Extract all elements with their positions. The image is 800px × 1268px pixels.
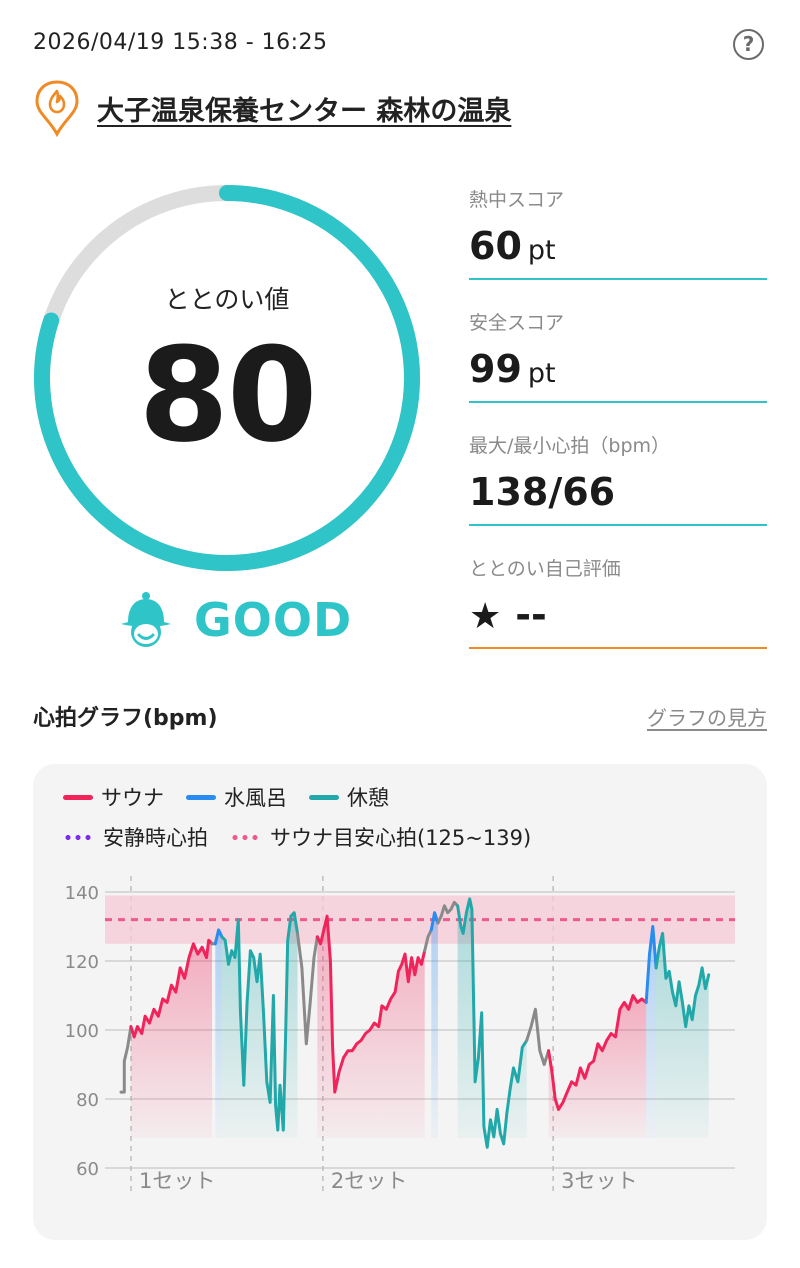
segment-line-sauna <box>315 914 427 1094</box>
session-datetime: 2026/04/19 15:38 - 16:25 <box>33 30 328 55</box>
sauna-hat-face-icon <box>121 592 171 647</box>
y-tick-label: 100 <box>65 1021 99 1042</box>
segment-line-transition <box>525 1007 551 1066</box>
legend-cold-swatch <box>186 794 216 800</box>
safety-score-number: 99 <box>469 347 522 391</box>
legend-cold-label: 水風呂 <box>224 786 287 810</box>
legend-target-swatch <box>230 834 260 840</box>
y-tick-label: 60 <box>76 1159 99 1180</box>
segment-fill-sauna <box>317 916 425 1138</box>
heart-rate-value: 138/66 <box>469 470 616 514</box>
self-eval-score: -- <box>515 593 547 637</box>
segment-line-cold <box>429 911 440 932</box>
self-evaluation[interactable]: ととのい自己評価 ★ -- <box>469 554 767 649</box>
set-label: 1セット <box>139 1169 215 1193</box>
self-eval-label: ととのい自己評価 <box>469 558 621 580</box>
segment-line-rest <box>220 911 299 1132</box>
legend-target-hr: サウナ目安心拍(125~139) <box>230 822 531 852</box>
legend-rest: 休憩 <box>309 782 389 812</box>
rating-text: GOOD <box>194 593 353 647</box>
segment-fill-rest <box>457 898 527 1148</box>
segment-line-cold <box>644 925 658 1004</box>
segment-line-rest <box>654 931 711 1029</box>
legend-row-1: サウナ 水風呂 休憩 <box>63 782 411 812</box>
segment-line-sauna <box>547 994 648 1111</box>
facility-link[interactable]: 大子温泉保養センター 森林の温泉 <box>33 78 511 138</box>
totonoi-gauge <box>34 185 420 571</box>
legend-cold-bath: 水風呂 <box>186 782 287 812</box>
segment-line-rest <box>456 897 529 1149</box>
graph-title: 心拍グラフ(bpm) <box>33 706 218 731</box>
legend-row-2: 安静時心拍 サウナ目安心拍(125~139) <box>63 822 553 852</box>
segment-fill-cold <box>215 929 222 1138</box>
heart-rate-range: 最大/最小心拍（bpm） 138/66 <box>469 431 767 526</box>
y-tick-label: 120 <box>65 952 99 973</box>
heat-score-number: 60 <box>469 224 522 268</box>
segment-line-transition <box>436 900 460 925</box>
safety-score: 安全スコア 99 pt <box>469 308 767 403</box>
legend-sauna: サウナ <box>63 782 164 812</box>
heart-rate-label: 最大/最小心拍（bpm） <box>469 435 671 457</box>
gauge-progress <box>34 185 420 571</box>
heat-score-unit: pt <box>527 235 556 266</box>
segment-fill-cold <box>431 912 438 1138</box>
heart-rate-chart: 140 120 100 80 60 1セット 2セット 3セット <box>65 876 735 1194</box>
segment-fill-sauna <box>130 940 212 1138</box>
safety-score-unit: pt <box>527 358 556 389</box>
segment-line-transition <box>119 1025 133 1094</box>
segment-line-transition <box>423 928 433 953</box>
legend-resting-label: 安静時心拍 <box>103 826 208 850</box>
help-icon[interactable]: ? <box>733 29 764 60</box>
gauge-value: 80 <box>138 319 318 471</box>
legend-resting-hr: 安静時心拍 <box>63 822 208 852</box>
rating: GOOD <box>118 590 352 650</box>
location-pin-onsen-icon <box>35 80 79 137</box>
graph-help-link[interactable]: グラフの見方 <box>647 706 767 730</box>
segment-fill-rest <box>656 933 709 1138</box>
heat-score-label: 熱中スコア <box>469 189 565 211</box>
legend-resting-swatch <box>63 834 93 840</box>
self-eval-value[interactable]: ★ -- <box>469 585 767 647</box>
heat-score: 熱中スコア 60 pt <box>469 185 767 280</box>
legend-sauna-label: サウナ <box>101 786 164 810</box>
set-label: 2セット <box>331 1169 407 1193</box>
legend-target-label: サウナ目安心拍(125~139) <box>270 826 532 850</box>
gauge-label: ととのい値 <box>164 285 290 314</box>
segment-fill-rest <box>221 912 298 1138</box>
legend-rest-swatch <box>309 794 339 800</box>
y-tick-label: 140 <box>65 883 99 904</box>
segment-line-transition <box>296 931 319 1046</box>
facility-name[interactable]: 大子温泉保養センター 森林の温泉 <box>97 95 512 127</box>
segment-fill-sauna <box>548 995 647 1138</box>
heat-score-value: 60 pt <box>469 216 767 278</box>
y-tick-label: 80 <box>76 1090 99 1111</box>
safety-score-label: 安全スコア <box>469 312 565 334</box>
safety-score-value: 99 pt <box>469 339 767 401</box>
set-label: 3セット <box>561 1169 637 1193</box>
segment-line-cold <box>213 928 224 946</box>
segment-line-sauna <box>129 938 214 1039</box>
legend-rest-label: 休憩 <box>347 786 389 810</box>
star-icon: ★ <box>469 596 502 637</box>
legend-sauna-swatch <box>63 794 93 800</box>
